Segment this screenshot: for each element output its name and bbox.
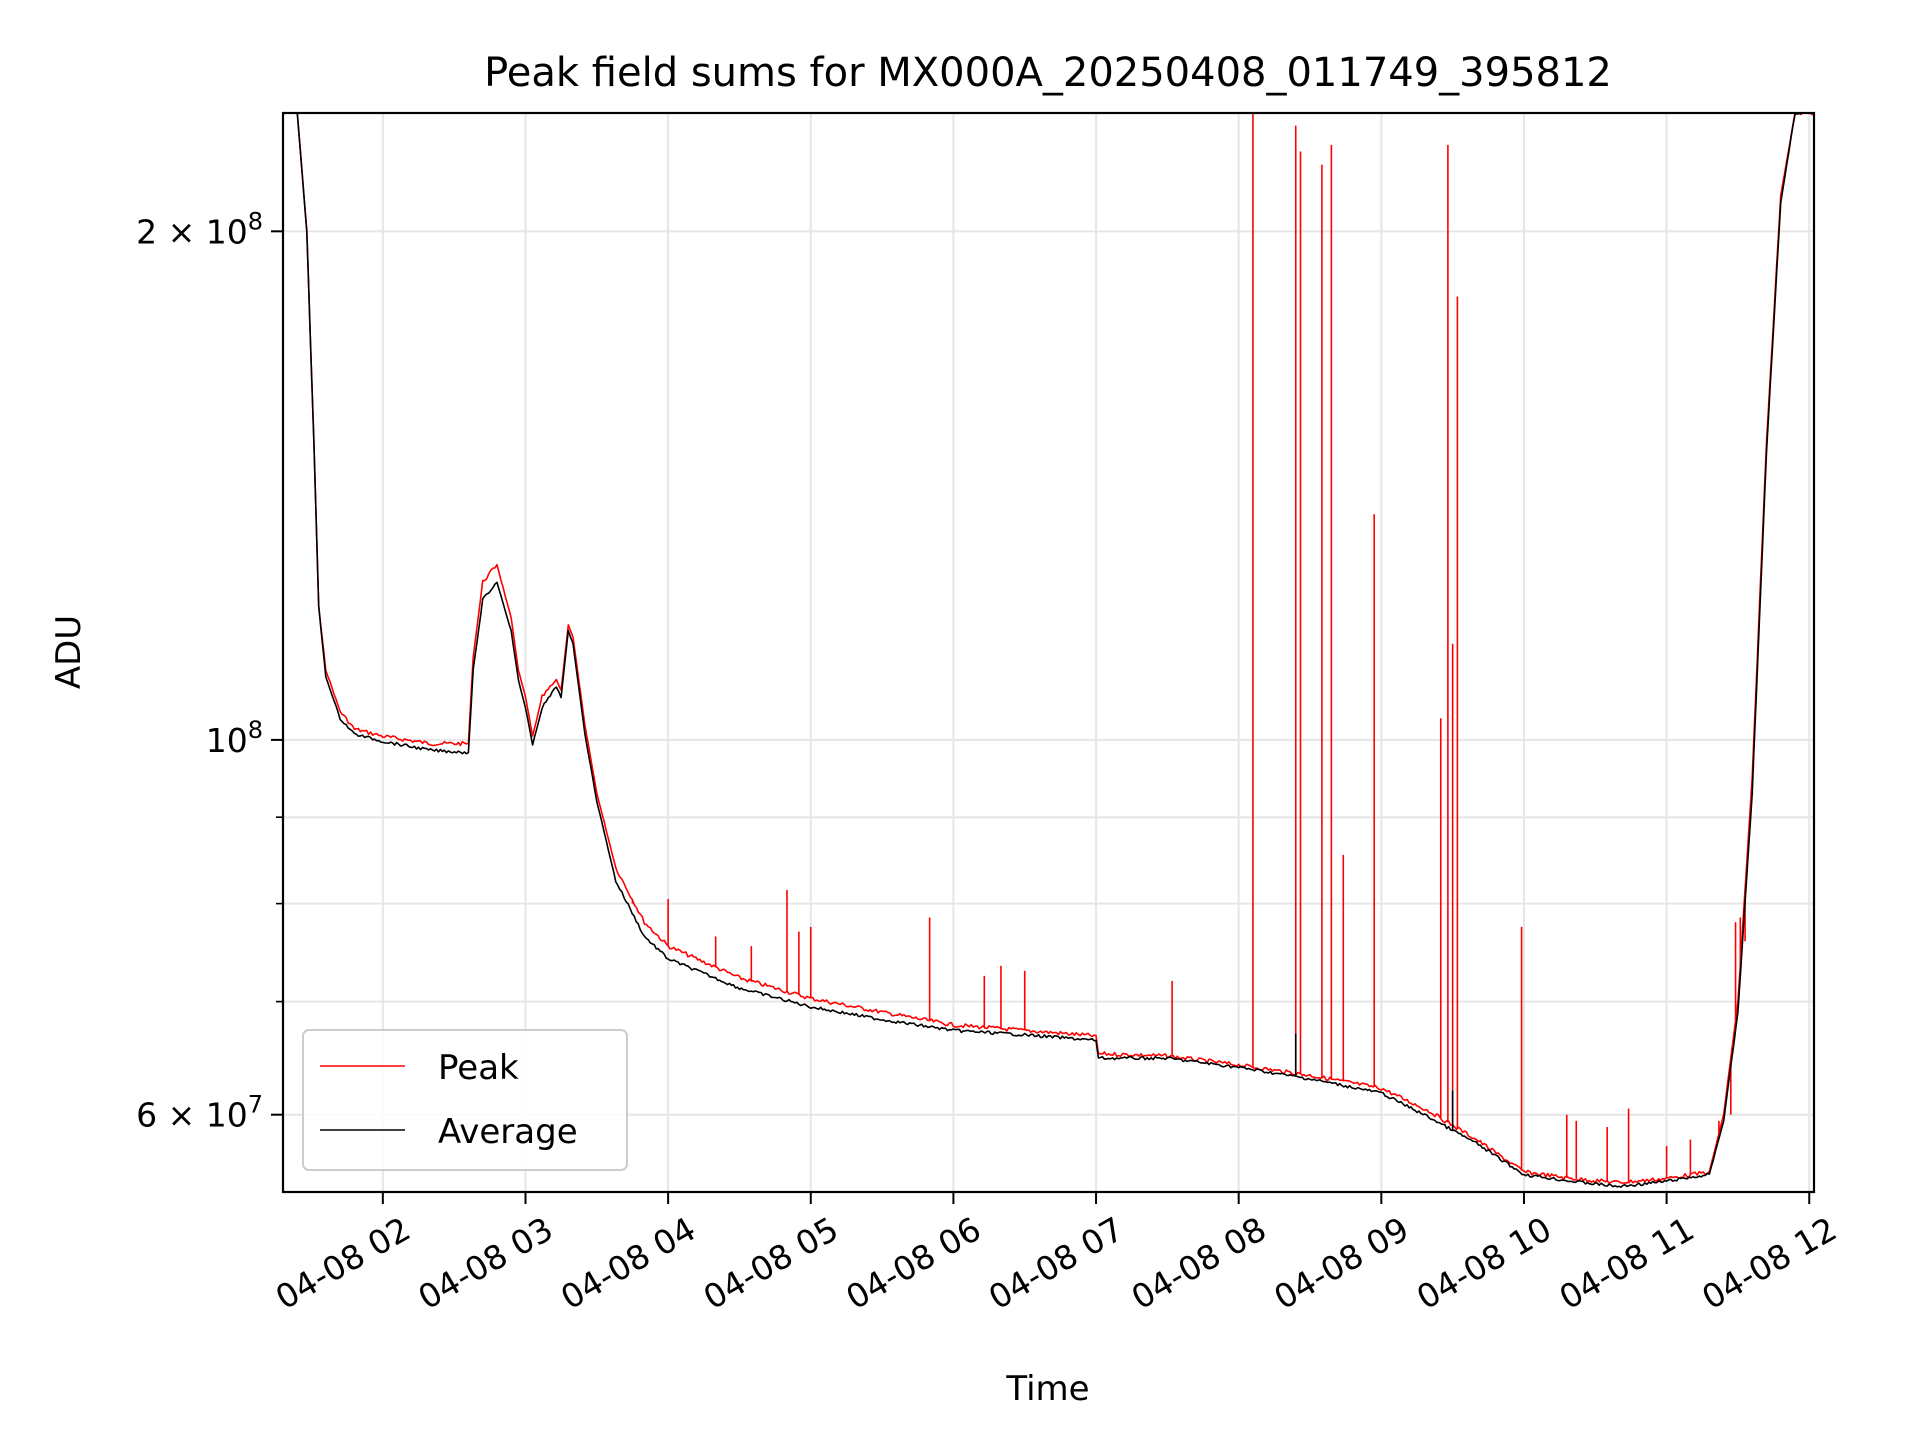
- y-tick-label: 108: [206, 716, 263, 760]
- legend: Peak Average: [302, 1029, 628, 1171]
- y-tick-label: 2 × 108: [136, 207, 263, 251]
- series-lines: [282, 112, 1815, 1188]
- legend-box: [302, 1029, 628, 1171]
- legend-label-peak: Peak: [438, 1048, 519, 1088]
- y-axis-label: ADU: [49, 615, 89, 689]
- y-axis: 6 × 107 108 2 × 108: [136, 207, 283, 1135]
- series-line-average: [282, 112, 1814, 1188]
- x-axis-label: Time: [1005, 1369, 1089, 1409]
- legend-label-average: Average: [438, 1112, 578, 1152]
- chart-title: Peak field sums for MX000A_20250408_0117…: [484, 50, 1612, 96]
- axes-frame: [281, 111, 1816, 1194]
- y-tick-label: 6 × 107: [136, 1091, 263, 1135]
- series-line-peak: [282, 112, 1815, 1184]
- grid: [283, 113, 1814, 1192]
